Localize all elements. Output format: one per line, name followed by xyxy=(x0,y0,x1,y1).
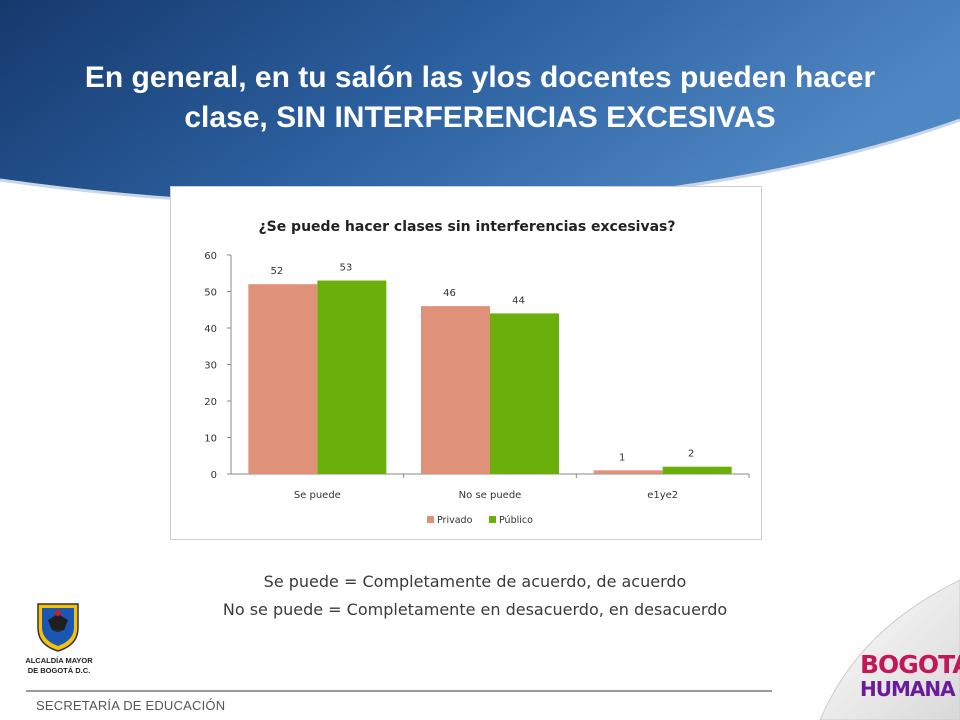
bar-privado-1 xyxy=(421,306,490,474)
seal-caption-line-2: DE BOGOTÁ D.C. xyxy=(27,666,91,675)
footer-secretaria: SECRETARÍA DE EDUCACIÓN xyxy=(36,698,226,713)
data-label: 53 xyxy=(339,263,352,274)
bar-privado-0 xyxy=(248,284,318,474)
logo-line-1: BOGOTÁ xyxy=(860,650,960,679)
chart-container: ¿Se puede hacer clases sin interferencia… xyxy=(170,186,762,540)
data-label: 1 xyxy=(619,452,625,463)
y-tick-label: 10 xyxy=(204,434,217,445)
chart-title: ¿Se puede hacer clases sin interferencia… xyxy=(258,219,675,235)
x-category-label: e1ye2 xyxy=(647,490,678,501)
bogota-coat-of-arms-icon xyxy=(37,603,79,652)
bar-privado-2 xyxy=(593,470,663,474)
data-label: 44 xyxy=(512,295,525,306)
y-tick-label: 30 xyxy=(204,361,217,372)
legend-swatch-1 xyxy=(489,516,496,523)
bar-pblico-0 xyxy=(317,280,387,474)
header-swoosh xyxy=(0,0,960,207)
footer-divider xyxy=(26,690,772,692)
data-label: 46 xyxy=(443,288,456,299)
seal-caption-line-1: ALCALDÍA MAYOR xyxy=(25,656,93,665)
note-no-se-puede: No se puede = Completamente en desacuerd… xyxy=(222,600,728,619)
y-tick-label: 40 xyxy=(204,324,217,335)
y-tick-label: 20 xyxy=(204,397,217,408)
bogota-humana-logo: BOGOTÁ HUMANA xyxy=(860,650,960,716)
y-tick-label: 0 xyxy=(211,470,217,481)
legend-swatch-0 xyxy=(427,516,434,523)
slide-title: En general, en tu salón las ylos docente… xyxy=(40,58,920,138)
page-corner-curl xyxy=(819,579,960,720)
slide-title-line-1: En general, en tu salón las ylos docente… xyxy=(84,61,876,94)
data-label: 2 xyxy=(688,449,694,460)
bar-pblico-1 xyxy=(490,313,559,474)
note-se-puede: Se puede = Completamente de acuerdo, de … xyxy=(263,572,687,591)
x-category-label: No se puede xyxy=(459,490,522,501)
bar-chart: ¿Se puede hacer clases sin interferencia… xyxy=(204,219,750,526)
logo-line-2: HUMANA xyxy=(860,677,956,701)
y-tick-label: 60 xyxy=(204,251,217,262)
y-tick-label: 50 xyxy=(204,288,217,299)
data-label: 52 xyxy=(270,266,283,277)
legend-label-0: Privado xyxy=(437,515,473,526)
legend-label-1: Público xyxy=(499,515,533,526)
slide-title-line-2: clase, SIN INTERFERENCIAS EXCESIVAS xyxy=(184,101,776,134)
x-category-label: Se puede xyxy=(294,490,341,501)
bar-pblico-2 xyxy=(662,466,732,474)
